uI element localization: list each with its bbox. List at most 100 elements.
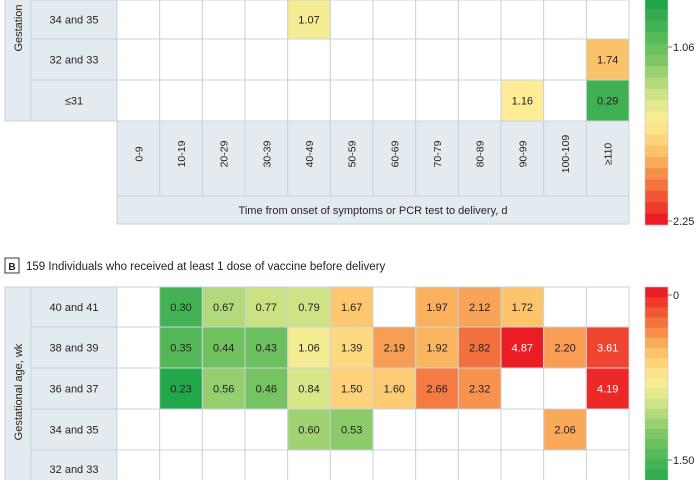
panel-a-row-label-cell [30, 79, 118, 122]
panel-b-cell-value: 1.92 [426, 343, 447, 355]
colorbar-step [645, 43, 668, 56]
panel-a-cell-value: 0.29 [597, 96, 618, 108]
panel-a-column-label: 0-9 [133, 146, 145, 161]
panel-a-column-label: 10-19 [176, 140, 188, 167]
colorbar-step [645, 168, 668, 180]
panel-a-column-label: 50-59 [347, 140, 359, 167]
colorbar-step [645, 378, 668, 389]
panel-a-heat-cell [159, 79, 203, 122]
panel-a-colorbar-tick-label: 2.25 [673, 216, 694, 228]
panel-b-heat-cell [543, 408, 587, 451]
panel-b-colorbar-tick-label: 1.50 [673, 455, 694, 467]
panel-b-heat-cell [329, 449, 374, 480]
panel-a-column-header-cell [159, 120, 203, 197]
panel-b-heat-cell [457, 367, 502, 410]
panel-b-row-label-cell [30, 408, 118, 451]
panel-b-heat-cell [372, 449, 417, 480]
panel-a-heat-cell [329, 38, 374, 81]
panel-b-cell-value: 0.44 [213, 343, 234, 355]
panel-b-cell-value: 0.43 [256, 343, 277, 355]
panel-a-row-label-cell [30, 38, 118, 81]
colorbar-step [645, 145, 668, 158]
panel-a-ylabel-strip [4, 0, 32, 122]
colorbar-step [645, 54, 668, 67]
colorbar-step [645, 337, 668, 349]
panel-a-colorbar-tick-label: 1.06 [673, 42, 694, 54]
colorbar-step [645, 398, 668, 410]
panel-a-column-header-cell [372, 120, 417, 197]
panel-a-heat-cell [287, 0, 331, 40]
colorbar-step [645, 429, 668, 440]
panel-a-heat-cell [543, 38, 587, 81]
panel-a-column-header-cell [585, 120, 630, 197]
colorbar-step [645, 439, 668, 450]
colorbar-step [645, 111, 668, 124]
panel-b-heat-cell [244, 449, 289, 480]
colorbar-step [645, 202, 668, 215]
panel-b-cell-value: 3.61 [597, 343, 618, 355]
panel-a-heat-cell [585, 38, 630, 81]
panel-a-heat-cell [287, 38, 331, 81]
panel-b-cell-value: 2.20 [554, 343, 575, 355]
panel-a-heat-cell [543, 0, 587, 40]
colorbar-step [645, 317, 668, 328]
panel-b-cell-value: 1.97 [426, 302, 447, 314]
panel-a-heat-cell [415, 0, 459, 40]
colorbar-step [645, 77, 668, 90]
panel-b-row-label: 40 and 41 [50, 302, 99, 314]
panel-b-cell-value: 0.67 [213, 302, 234, 314]
panel-b-heat-cell [585, 286, 630, 328]
colorbar-step [645, 213, 668, 226]
colorbar-step [645, 408, 668, 420]
panel-a-column-label: 70-79 [432, 140, 444, 167]
panel-b-heat-cell [201, 286, 246, 328]
panel-b-cell-value: 0.35 [170, 343, 191, 355]
panel-a-column-header-cell [543, 120, 587, 197]
panel-b-heat-cell [543, 449, 587, 480]
colorbar-step [645, 358, 668, 369]
panel-b-cell-value: 0.53 [341, 425, 362, 437]
panel-b-cell-value: 1.06 [298, 343, 319, 355]
panel-b-heat-cell [116, 326, 161, 369]
panel-b-cell-value: 4.19 [597, 384, 618, 396]
panel-b-cell-value: 2.32 [469, 384, 490, 396]
panel-b-cell-value: 1.60 [384, 384, 405, 396]
panel-b-heat-cell [329, 408, 374, 451]
panel-a-heat-cell [201, 0, 246, 40]
panel-b-cell-value: 1.50 [341, 384, 362, 396]
panel-a-heat-cell [116, 0, 161, 40]
panel-b-cell-value: 0.23 [170, 384, 191, 396]
panel-b-heat-cell [287, 286, 331, 328]
panel-a-heat-cell [329, 79, 374, 122]
panel-b-heat-cell [116, 286, 161, 328]
panel-a-heat-cell [543, 79, 587, 122]
panel-b-cell-value: 2.19 [384, 343, 405, 355]
panel-a-x-axis-label: Time from onset of symptoms or PCR test … [239, 205, 508, 217]
panel-a-y-axis-label: Gestation [13, 4, 25, 51]
panel-b-cell-value: 1.72 [512, 302, 533, 314]
panel-b-heat-cell [116, 408, 161, 451]
panel-b-heat-cell [244, 408, 289, 451]
panel-a-heat-cell [372, 0, 417, 40]
colorbar-step [645, 20, 668, 33]
colorbar-step [645, 134, 668, 146]
panel-b-cell-value: 0.79 [298, 302, 319, 314]
colorbar-step [645, 9, 668, 22]
panel-b-heat-cell [201, 449, 246, 480]
colorbar-step [645, 347, 668, 359]
colorbar-step [645, 287, 668, 298]
panel-b-cell-value: 4.87 [512, 343, 533, 355]
panel-a-heat-cell [116, 79, 161, 122]
panel-a-heat-cell [329, 0, 374, 40]
panel-a-heat-cell [372, 79, 417, 122]
colorbar-step [645, 179, 668, 192]
panel-a-heat-cell [500, 38, 545, 81]
panel-b-heat-cell [500, 367, 545, 410]
panel-b-row-label-cell [30, 286, 118, 328]
panel-b-cell-value: 2.66 [426, 384, 447, 396]
panel-b-cell-value: 0.46 [256, 384, 277, 396]
panel-a-heat-cell [244, 38, 289, 81]
panel-b-letter: B [8, 262, 15, 273]
panel-b-heat-cell [415, 367, 459, 410]
panel-b-heat-cell [457, 408, 502, 451]
